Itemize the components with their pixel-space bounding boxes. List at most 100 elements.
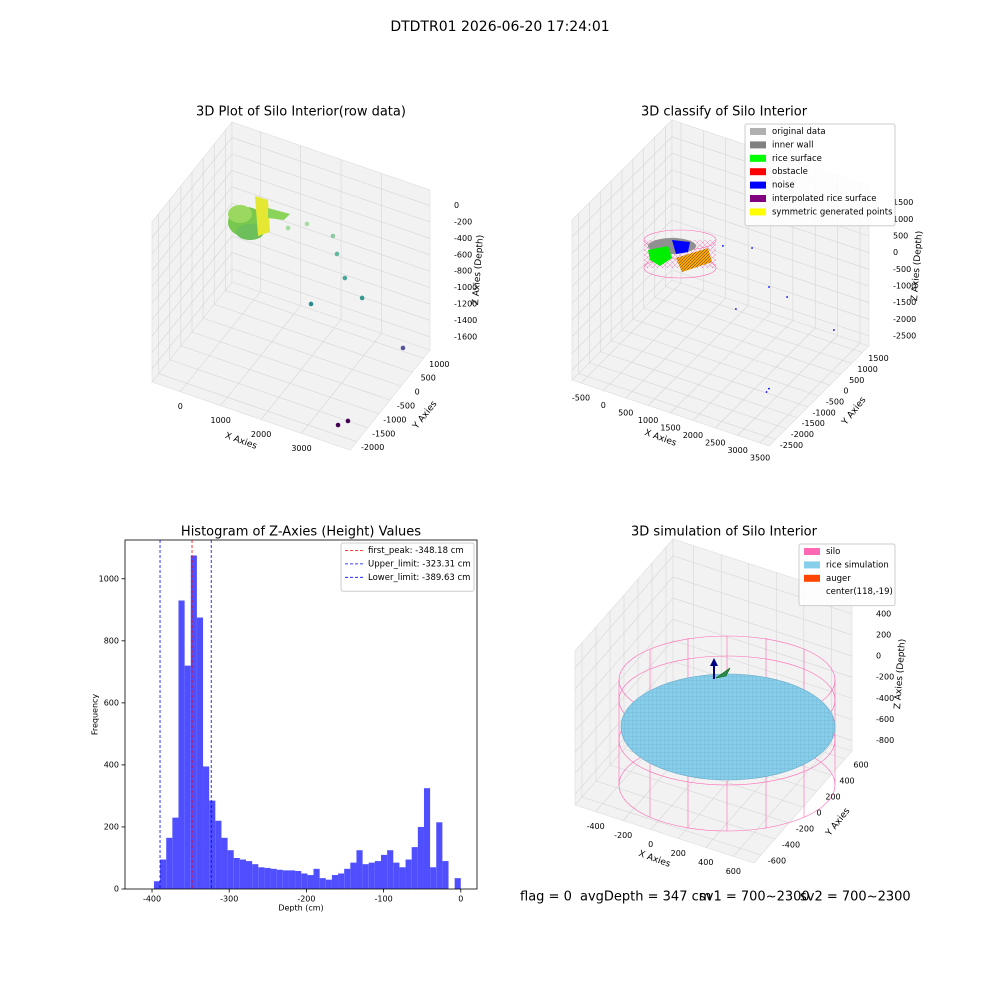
x-tick-label: 200 (671, 849, 686, 858)
z-tick-label: -2500 (893, 332, 916, 341)
z-tick-label: 1500 (893, 198, 913, 207)
y-tick-label: 600 (104, 698, 119, 707)
chart-title: 3D simulation of Silo Interior (631, 525, 818, 540)
grid-line (643, 307, 841, 375)
x-tick-label: 0 (601, 401, 606, 410)
grid-line (151, 268, 233, 370)
x-tick-label: 2000 (251, 430, 271, 439)
x-tick-label: -100 (375, 895, 393, 904)
bar (350, 862, 357, 889)
grid-line (574, 640, 674, 753)
bar (338, 873, 345, 889)
z-tick-label: -1000 (893, 282, 916, 291)
legend-label: silo (826, 547, 840, 557)
z-tick-label: -2000 (893, 315, 916, 324)
legend-patch (750, 128, 766, 135)
grid-line (574, 597, 674, 711)
bar (331, 875, 339, 889)
y-tick-label: 500 (421, 374, 436, 383)
grid-line (151, 170, 233, 271)
grid-line (574, 576, 674, 690)
data-point (765, 391, 768, 393)
y-tick-label: 400 (104, 760, 119, 769)
grid-line (151, 153, 233, 255)
grid-line (191, 331, 391, 401)
point-cloud (228, 196, 290, 240)
x-tick-label: 1000 (638, 416, 658, 425)
grid-line (231, 137, 431, 206)
grid-line (231, 268, 431, 338)
z-tick-label: -600 (876, 715, 894, 724)
rice-surface (648, 246, 672, 266)
x-tick-label: 0 (458, 895, 463, 904)
y-axis-label: Frequency (91, 694, 100, 736)
x-tick-label: 3500 (750, 454, 770, 463)
grid-line (571, 169, 673, 271)
grid-line (214, 303, 413, 373)
x-tick-label: 1500 (660, 424, 680, 433)
bar (319, 878, 326, 889)
footer-text: sv1 = 700~2300 (699, 890, 810, 905)
grid-line (169, 359, 368, 429)
grid-line (621, 329, 820, 397)
bar (423, 788, 431, 889)
grid-line (151, 219, 233, 320)
x-tick-label: -300 (220, 895, 238, 904)
z-tick-label: 400 (876, 609, 891, 618)
grid-line (671, 219, 870, 287)
bar (436, 822, 443, 889)
bar (166, 837, 173, 889)
y-tick-label: -600 (768, 857, 786, 866)
bar (190, 555, 197, 889)
bar (252, 864, 259, 889)
grid-line (571, 269, 673, 371)
legend-patch (750, 181, 766, 189)
legend-box (744, 123, 896, 227)
legend-patch (804, 574, 820, 582)
legend-patch (750, 168, 766, 176)
grid-line (231, 252, 431, 321)
x-axis-label: Depth (cm) (278, 904, 323, 913)
footer-text: flag = 0 (520, 890, 572, 905)
cloud (236, 224, 264, 240)
y-tick-label: 200 (104, 822, 119, 831)
y-tick-label: -1000 (813, 408, 836, 417)
bar (417, 826, 424, 889)
data-point (734, 308, 737, 310)
grid-line (589, 362, 787, 429)
grid-line (571, 153, 673, 254)
chart-title: Histogram of Z-Axies (Height) Values (181, 525, 421, 540)
y-tick-label: 0 (415, 388, 420, 397)
grid-line (600, 351, 798, 419)
bar (288, 870, 296, 889)
z-tick-label: -200 (876, 673, 894, 682)
grid-line (671, 203, 870, 270)
z-tick-label: 0 (454, 201, 459, 210)
data-point (342, 275, 348, 281)
decorations (228, 196, 836, 832)
z-tick-label: -400 (454, 234, 472, 243)
cloud (255, 196, 270, 236)
grid-line (231, 170, 431, 239)
bar (178, 600, 185, 889)
y-tick-label: -1500 (372, 429, 395, 438)
z-tick-label: 200 (876, 630, 891, 639)
bar (172, 817, 179, 889)
grid-line (672, 597, 853, 657)
y-tick-label: 1000 (429, 360, 449, 369)
x-tick-label: -200 (297, 895, 315, 904)
auger-blade (715, 667, 731, 679)
data-point (768, 286, 770, 288)
y-tick-label: 0 (816, 809, 821, 818)
grid-line (609, 764, 790, 824)
legend-label: auger (826, 574, 851, 584)
z-axis-label: Z Axies (Depth) (910, 230, 925, 301)
bar (430, 867, 437, 889)
x-tick-label: 3000 (291, 444, 311, 453)
y-tick-label: 200 (825, 793, 840, 802)
bar (153, 881, 161, 889)
legend-label: original data (772, 127, 826, 137)
legend-box (798, 543, 896, 607)
